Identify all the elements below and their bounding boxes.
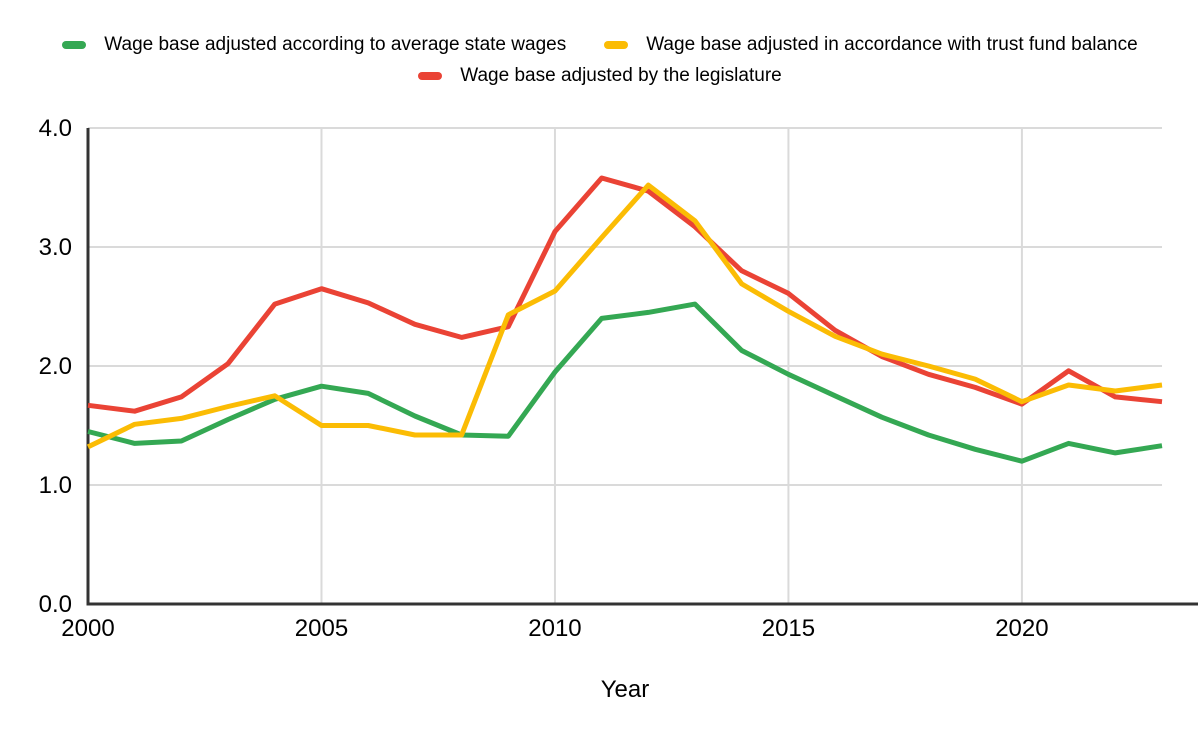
x-tick-label: 2000 xyxy=(61,615,114,642)
y-tick-label: 4.0 xyxy=(39,115,72,142)
legend-row-2: Wage base adjusted by the legislature xyxy=(418,65,782,87)
line-chart-svg: 0.0 1.0 2.0 3.0 4.0 2000 2005 2010 2015 2020 xyxy=(39,115,1198,642)
series-line-2 xyxy=(87,175,1163,414)
x-tick-label: 2020 xyxy=(995,615,1048,642)
legend-label: Wage base adjusted in accordance with tr… xyxy=(646,34,1138,55)
plot-area: 0.0 1.0 2.0 3.0 4.0 2000 2005 2010 2015 2020 xyxy=(0,110,1200,742)
y-tick-label: 2.0 xyxy=(39,353,72,380)
y-tick-label: 0.0 xyxy=(39,591,72,618)
y-tick-label: 1.0 xyxy=(39,472,72,499)
legend-label: Wage base adjusted by the legislature xyxy=(460,65,782,86)
y-tick-label: 3.0 xyxy=(39,234,72,261)
legend-label: Wage base adjusted according to average … xyxy=(104,34,567,55)
legend-item-legislature: Wage base adjusted by the legislature xyxy=(418,65,782,87)
x-tick-label: 2015 xyxy=(762,615,815,642)
x-axis-title: Year xyxy=(600,676,650,703)
legend-swatch-green-icon xyxy=(62,41,87,49)
legend-row-1: Wage base adjusted according to average … xyxy=(62,34,1138,56)
legend-item-avg-state-wages: Wage base adjusted according to average … xyxy=(62,34,566,56)
series-line-1 xyxy=(86,182,1163,450)
x-tick-label: 2010 xyxy=(528,615,581,642)
chart-legend: Wage base adjusted according to average … xyxy=(0,34,1200,87)
legend-swatch-red-icon xyxy=(418,72,443,80)
legend-swatch-yellow-icon xyxy=(604,41,629,49)
legend-item-trust-fund-balance: Wage base adjusted in accordance with tr… xyxy=(604,34,1138,56)
x-tick-label: 2005 xyxy=(295,615,348,642)
series-line-0 xyxy=(87,301,1163,464)
